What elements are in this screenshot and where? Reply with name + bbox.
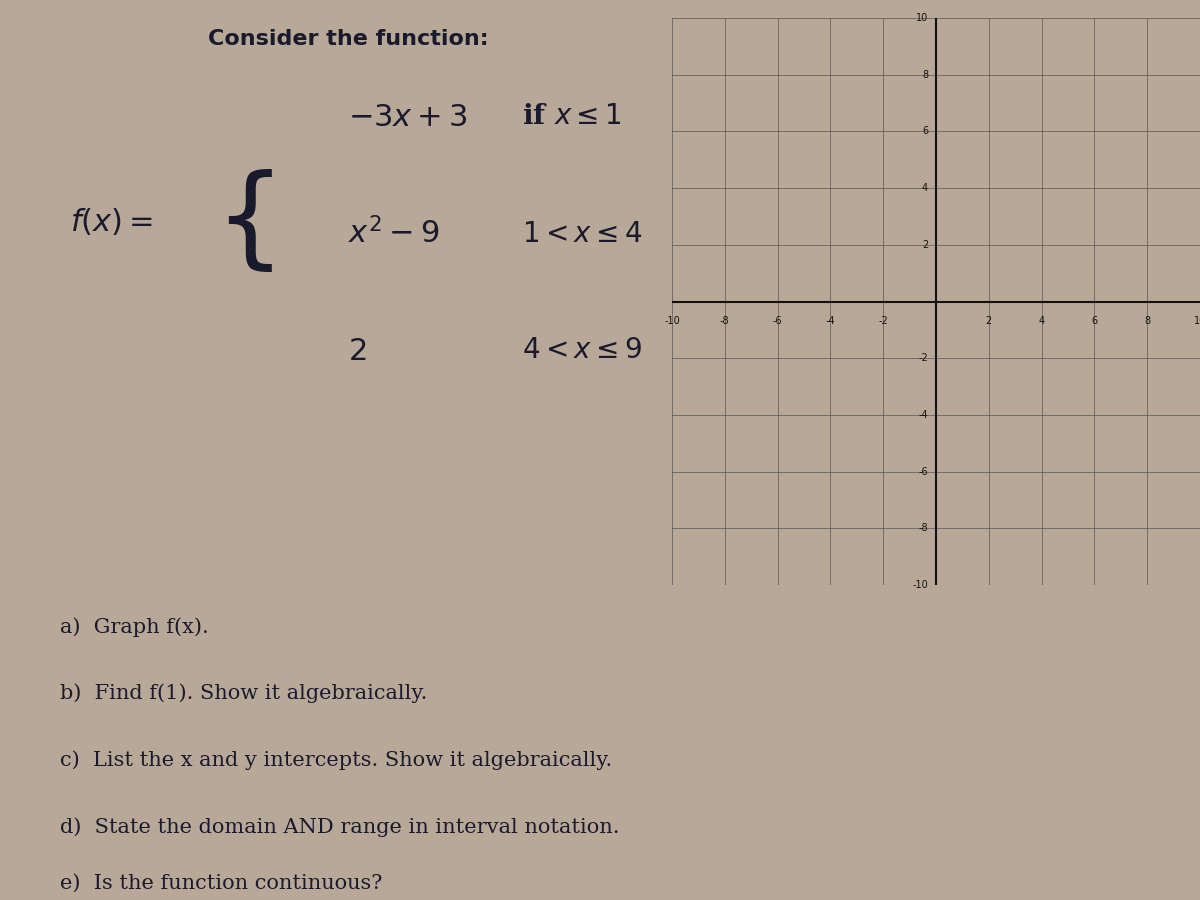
Text: -6: -6 <box>918 466 928 477</box>
Text: -10: -10 <box>912 580 928 590</box>
Text: $f(x)=$: $f(x)=$ <box>71 207 154 238</box>
Text: if $x \leq 1$: if $x \leq 1$ <box>522 104 622 130</box>
Text: -6: -6 <box>773 316 782 326</box>
Text: c)  List the x and y intercepts. Show it algebraically.: c) List the x and y intercepts. Show it … <box>60 751 612 770</box>
Text: -8: -8 <box>918 523 928 534</box>
Text: $x^2-9$: $x^2-9$ <box>348 218 439 250</box>
Text: 8: 8 <box>1144 316 1151 326</box>
Text: 6: 6 <box>922 126 928 137</box>
Text: -4: -4 <box>918 410 928 420</box>
Text: 10: 10 <box>1194 316 1200 326</box>
Text: $-3x+3$: $-3x+3$ <box>348 102 468 132</box>
Text: 4: 4 <box>1038 316 1045 326</box>
Text: $\{$: $\{$ <box>214 169 274 275</box>
Text: b)  Find f(1). Show it algebraically.: b) Find f(1). Show it algebraically. <box>60 684 427 704</box>
Text: $2$: $2$ <box>348 336 366 366</box>
Text: -2: -2 <box>878 316 888 326</box>
Text: $1 < x \leq 4$: $1 < x \leq 4$ <box>522 220 642 248</box>
Text: -2: -2 <box>918 353 928 364</box>
Text: 6: 6 <box>1091 316 1098 326</box>
Text: 2: 2 <box>922 239 928 250</box>
Text: -4: -4 <box>826 316 835 326</box>
Text: -10: -10 <box>664 316 680 326</box>
Text: d)  State the domain AND range in interval notation.: d) State the domain AND range in interva… <box>60 817 619 837</box>
Text: 4: 4 <box>922 183 928 194</box>
Text: 8: 8 <box>922 69 928 80</box>
Text: $4 < x \leq 9$: $4 < x \leq 9$ <box>522 338 642 364</box>
Text: Consider the function:: Consider the function: <box>208 29 488 50</box>
Text: 10: 10 <box>916 13 928 23</box>
Text: 2: 2 <box>985 316 992 326</box>
Text: a)  Graph f(x).: a) Graph f(x). <box>60 617 209 637</box>
Text: -8: -8 <box>720 316 730 326</box>
Text: e)  Is the function continuous?: e) Is the function continuous? <box>60 874 383 893</box>
